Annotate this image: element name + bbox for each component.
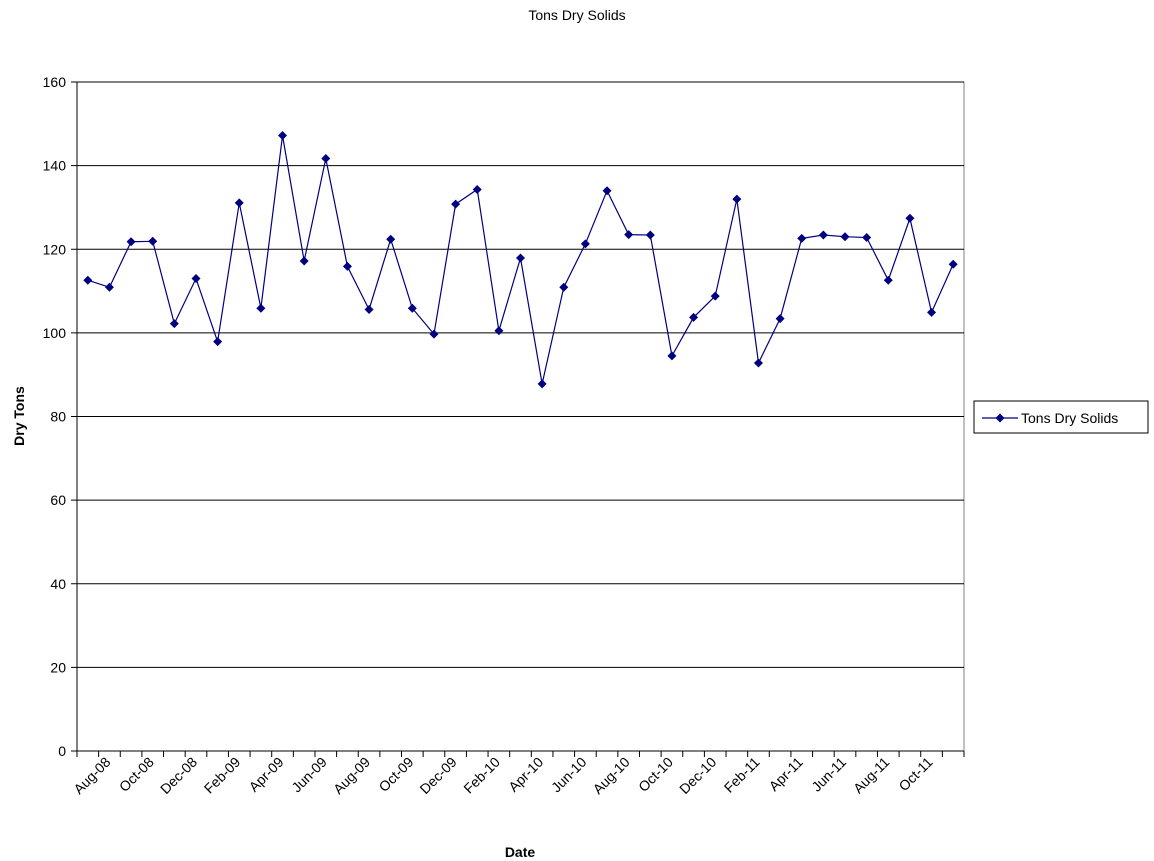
data-point (753, 358, 763, 368)
x-tick-label: Dec-09 (416, 754, 459, 797)
y-tick-label: 40 (50, 576, 66, 592)
x-tick-label: Aug-09 (330, 754, 373, 797)
data-point (602, 186, 612, 196)
data-point (927, 307, 937, 317)
data-point (948, 259, 958, 269)
data-point (299, 256, 309, 266)
data-point (104, 282, 114, 292)
x-tick-label: Jun-09 (288, 754, 330, 796)
y-tick-label: 160 (43, 74, 67, 90)
x-tick-label: Dec-10 (676, 754, 719, 797)
x-tick-label: Jun-11 (808, 754, 849, 795)
data-point (364, 304, 374, 314)
y-tick-label: 20 (50, 659, 66, 675)
data-point (83, 275, 93, 285)
data-point (883, 275, 893, 285)
data-point (213, 337, 223, 347)
data-point (191, 274, 201, 284)
x-tick-label: Oct-09 (375, 754, 416, 795)
data-point (862, 233, 872, 243)
x-tick-label: Feb-11 (721, 754, 763, 796)
x-tick-label: Apr-09 (246, 754, 287, 795)
x-tick-label: Aug-10 (590, 754, 633, 797)
legend-label: Tons Dry Solids (1021, 410, 1118, 426)
data-point (840, 232, 850, 242)
data-point (472, 184, 482, 194)
data-point (321, 154, 331, 164)
data-point (818, 230, 828, 240)
x-tick-label: Oct-11 (895, 754, 935, 794)
data-point (559, 282, 569, 292)
data-point (342, 261, 352, 271)
y-tick-label: 100 (43, 325, 67, 341)
data-point (732, 194, 742, 204)
data-point (537, 379, 547, 389)
y-tick-label: 140 (43, 158, 67, 174)
x-tick-label: Aug-08 (70, 754, 113, 797)
data-point (494, 326, 504, 336)
data-point (148, 236, 158, 246)
data-point (429, 329, 439, 339)
x-tick-label: Oct-08 (116, 754, 157, 795)
data-point (451, 199, 461, 209)
data-point (710, 291, 720, 301)
data-point (905, 213, 915, 223)
x-tick-label: Jun-10 (548, 754, 590, 796)
y-tick-label: 80 (50, 409, 66, 425)
data-point (386, 234, 396, 244)
y-axis-title: Dry Tons (11, 386, 27, 446)
x-tick-label: Aug-11 (850, 754, 893, 797)
data-point (689, 312, 699, 322)
data-point (278, 131, 288, 141)
data-point (126, 237, 136, 247)
data-point (775, 314, 785, 324)
x-tick-label: Feb-10 (460, 754, 503, 797)
data-point (667, 351, 677, 361)
data-point (797, 233, 807, 243)
x-tick-label: Dec-08 (157, 754, 200, 797)
data-point (234, 198, 244, 208)
y-tick-label: 60 (50, 492, 66, 508)
data-point (169, 319, 179, 329)
data-point (624, 230, 634, 240)
x-tick-label: Feb-09 (201, 754, 244, 797)
y-tick-label: 0 (58, 743, 66, 759)
chart-title: Tons Dry Solids (528, 7, 625, 23)
x-axis-title: Date (505, 844, 536, 860)
data-point (580, 239, 590, 249)
y-tick-label: 120 (43, 241, 67, 257)
legend-marker (995, 413, 1005, 423)
x-tick-label: Apr-11 (766, 754, 806, 794)
x-tick-label: Oct-10 (635, 754, 676, 795)
data-point (516, 253, 525, 263)
data-point (407, 303, 417, 313)
data-point (645, 230, 655, 240)
data-point (256, 303, 266, 313)
x-tick-label: Apr-10 (505, 754, 546, 795)
